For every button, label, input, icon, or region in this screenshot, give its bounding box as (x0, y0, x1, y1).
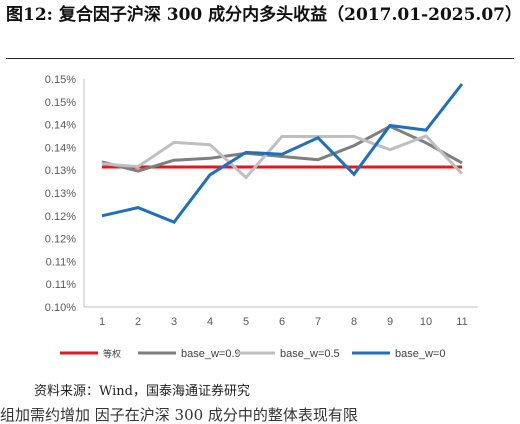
series-layer (101, 83, 464, 225)
y-tick-label: 0.10% (45, 302, 76, 314)
x-tick-label: 5 (243, 316, 249, 328)
series-line-4 (101, 83, 464, 225)
legend-label: base_w=0 (395, 348, 445, 360)
source-note: 资料来源：Wind，国泰海通证券研究 (34, 384, 250, 399)
y-tick-label: 0.11% (46, 256, 77, 268)
x-tick-label: 8 (351, 316, 357, 328)
legend-label: 等权 (103, 348, 121, 360)
x-tick-label: 7 (315, 316, 321, 328)
x-axis: 1 2 3 4 5 6 7 8 9 10 11 (84, 306, 478, 328)
y-tick-label: 0.13% (45, 165, 76, 177)
x-tick-label: 4 (207, 316, 213, 328)
y-tick-label: 0.12% (45, 234, 76, 246)
x-tick-label: 3 (171, 316, 177, 328)
legend: 等权 base_w=0.9 base_w=0.5 base_w=0 (60, 348, 445, 360)
legend-label: base_w=0.9 (181, 348, 241, 360)
y-tick-label: 0.15% (45, 97, 76, 109)
line-chart: 0.10% 0.11% 0.11% 0.12% 0.12% 0.13% 0.13% 0.14%… (45, 74, 478, 360)
x-tick-label: 10 (420, 316, 432, 328)
x-tick-label: 1 (99, 316, 105, 328)
figure-title: 图12: 复合因子沪深 300 成分内多头收益（2017.01-2025.07） (6, 5, 520, 25)
y-tick-label: 0.14% (45, 142, 76, 154)
title-divider (6, 58, 514, 59)
cut-off-body-text: 组加需约增加 因子在沪深 300 成分中的整体表现有限 (0, 406, 358, 424)
y-tick-label: 0.15% (45, 74, 76, 86)
y-axis: 0.10% 0.11% 0.11% 0.12% 0.12% 0.13% 0.13% 0.14%… (45, 74, 85, 314)
series-line-3 (101, 134, 464, 180)
x-tick-label: 2 (135, 316, 141, 328)
x-tick-label: 9 (387, 316, 393, 328)
x-tick-label: 6 (279, 316, 285, 328)
y-tick-label: 0.12% (45, 211, 76, 223)
y-tick-label: 0.13% (45, 188, 76, 200)
legend-label: base_w=0.5 (280, 348, 340, 360)
y-tick-label: 0.14% (45, 120, 76, 132)
y-tick-label: 0.11% (46, 279, 77, 291)
x-tick-label: 11 (456, 316, 467, 328)
series-line-2 (101, 124, 463, 173)
